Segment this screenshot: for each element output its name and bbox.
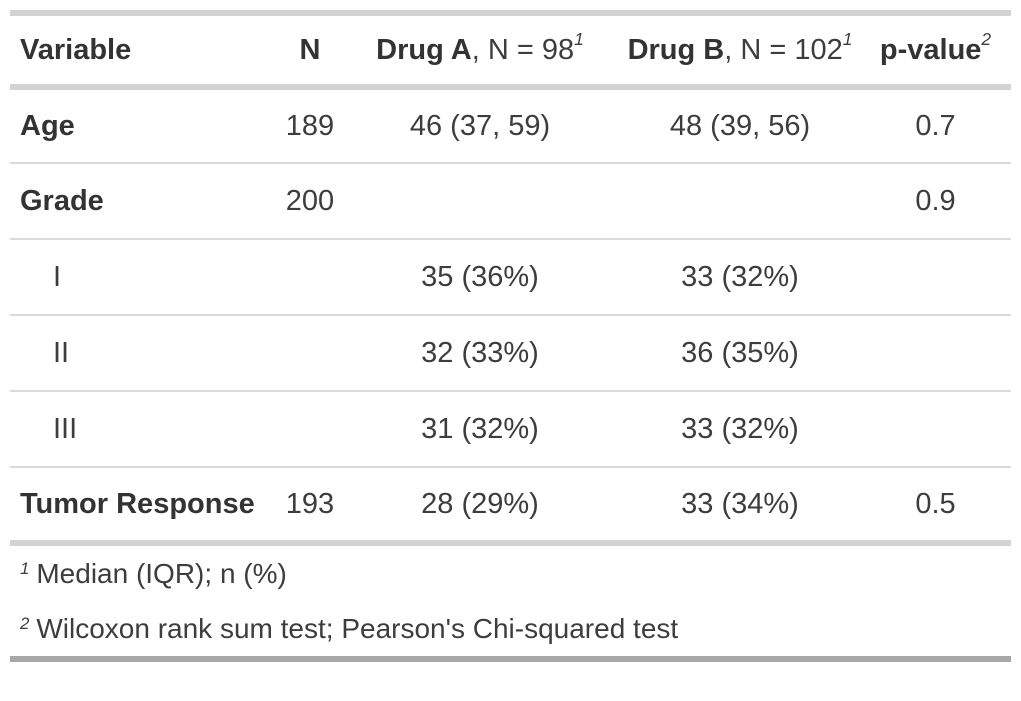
- header-drug-b-bold: Drug B: [627, 33, 725, 66]
- table-body: Age 189 46 (37, 59) 48 (39, 56) 0.7 Grad…: [10, 87, 1011, 543]
- table-row-grade-i: I 35 (36%) 33 (32%): [10, 238, 1011, 315]
- drug-a-cell: 28 (29%): [340, 466, 620, 543]
- footnote-mark: 1: [574, 28, 584, 49]
- column-header-p-value: p-value2: [860, 13, 1011, 90]
- footnote-text: Median (IQR); n (%): [36, 557, 287, 589]
- p-value-cell: [860, 314, 1011, 391]
- header-p-value-label: p-value: [879, 33, 982, 66]
- drug-b-cell: 33 (32%): [620, 238, 860, 315]
- n-cell: 189: [285, 109, 335, 142]
- drug-a-cell: 35 (36%): [340, 238, 620, 315]
- drug-a-cell: [340, 162, 620, 239]
- table-footnotes: 1 Median (IQR); n (%) 2 Wilcoxon rank sum …: [10, 546, 1011, 662]
- table-row-tumor-response: Tumor Response 193 28 (29%) 33 (34%) 0.5: [10, 466, 1011, 543]
- n-cell: [280, 390, 340, 467]
- variable-cell: II: [10, 314, 280, 391]
- variable-cell: I: [10, 238, 280, 315]
- table-row-grade: Grade 200 0.9: [10, 162, 1011, 239]
- drug-b-cell: 36 (35%): [620, 314, 860, 391]
- drug-b-cell: 48 (39, 56): [669, 109, 811, 142]
- footnote-2: 2 Wilcoxon rank sum test; Pearson's Chi-s…: [20, 612, 679, 644]
- table-header: Variable N Drug A, N = 981 Drug B, N = 1…: [10, 13, 1011, 90]
- header-drug-a-n: , N = 98: [471, 33, 575, 66]
- n-cell: [280, 314, 340, 391]
- variable-cell: III: [10, 390, 280, 467]
- variable-cell: Age: [20, 109, 75, 142]
- drug-b-cell: 33 (34%): [620, 466, 860, 543]
- footnote-mark: 1: [842, 28, 853, 49]
- table-row-grade-iii: III 31 (32%) 33 (32%): [10, 390, 1011, 467]
- p-value-cell: 0.5: [860, 466, 1011, 543]
- footnote-mark: 2: [981, 28, 992, 49]
- header-drug-a-bold: Drug A: [376, 33, 472, 66]
- table-row-age: Age 189 46 (37, 59) 48 (39, 56) 0.7: [10, 87, 1011, 163]
- footnote-1: 1 Median (IQR); n (%): [20, 557, 287, 589]
- n-cell: 193: [280, 466, 340, 543]
- header-variable-label: Variable: [20, 33, 132, 66]
- p-value-cell: 0.9: [860, 162, 1011, 239]
- column-header-drug-a: Drug A, N = 981: [340, 13, 620, 90]
- variable-cell: Grade: [10, 162, 280, 239]
- summary-table: Variable N Drug A, N = 981 Drug B, N = 1…: [10, 10, 1011, 546]
- drug-b-cell: [620, 162, 860, 239]
- p-value-cell: [860, 390, 1011, 467]
- variable-cell: Tumor Response: [10, 466, 280, 543]
- drug-a-cell: 32 (33%): [340, 314, 620, 391]
- column-header-n: N: [280, 13, 340, 90]
- table-row-grade-ii: II 32 (33%) 36 (35%): [10, 314, 1011, 391]
- column-header-drug-b: Drug B, N = 1021: [620, 13, 860, 90]
- drug-a-cell: 31 (32%): [340, 390, 620, 467]
- summary-table-container: Variable N Drug A, N = 981 Drug B, N = 1…: [10, 10, 1011, 546]
- drug-a-cell: 46 (37, 59): [409, 109, 551, 142]
- n-cell: 200: [280, 162, 340, 239]
- n-cell: [280, 238, 340, 315]
- p-value-cell: [860, 238, 1011, 315]
- p-value-cell: 0.7: [915, 109, 956, 142]
- column-header-variable: Variable: [10, 13, 280, 90]
- header-drug-b-n: , N = 102: [724, 33, 843, 66]
- footnote-text: Wilcoxon rank sum test; Pearson's Chi-sq…: [36, 612, 679, 644]
- drug-b-cell: 33 (32%): [620, 390, 860, 467]
- header-row: Variable N Drug A, N = 981 Drug B, N = 1…: [10, 13, 1011, 90]
- header-n-label: N: [299, 33, 321, 66]
